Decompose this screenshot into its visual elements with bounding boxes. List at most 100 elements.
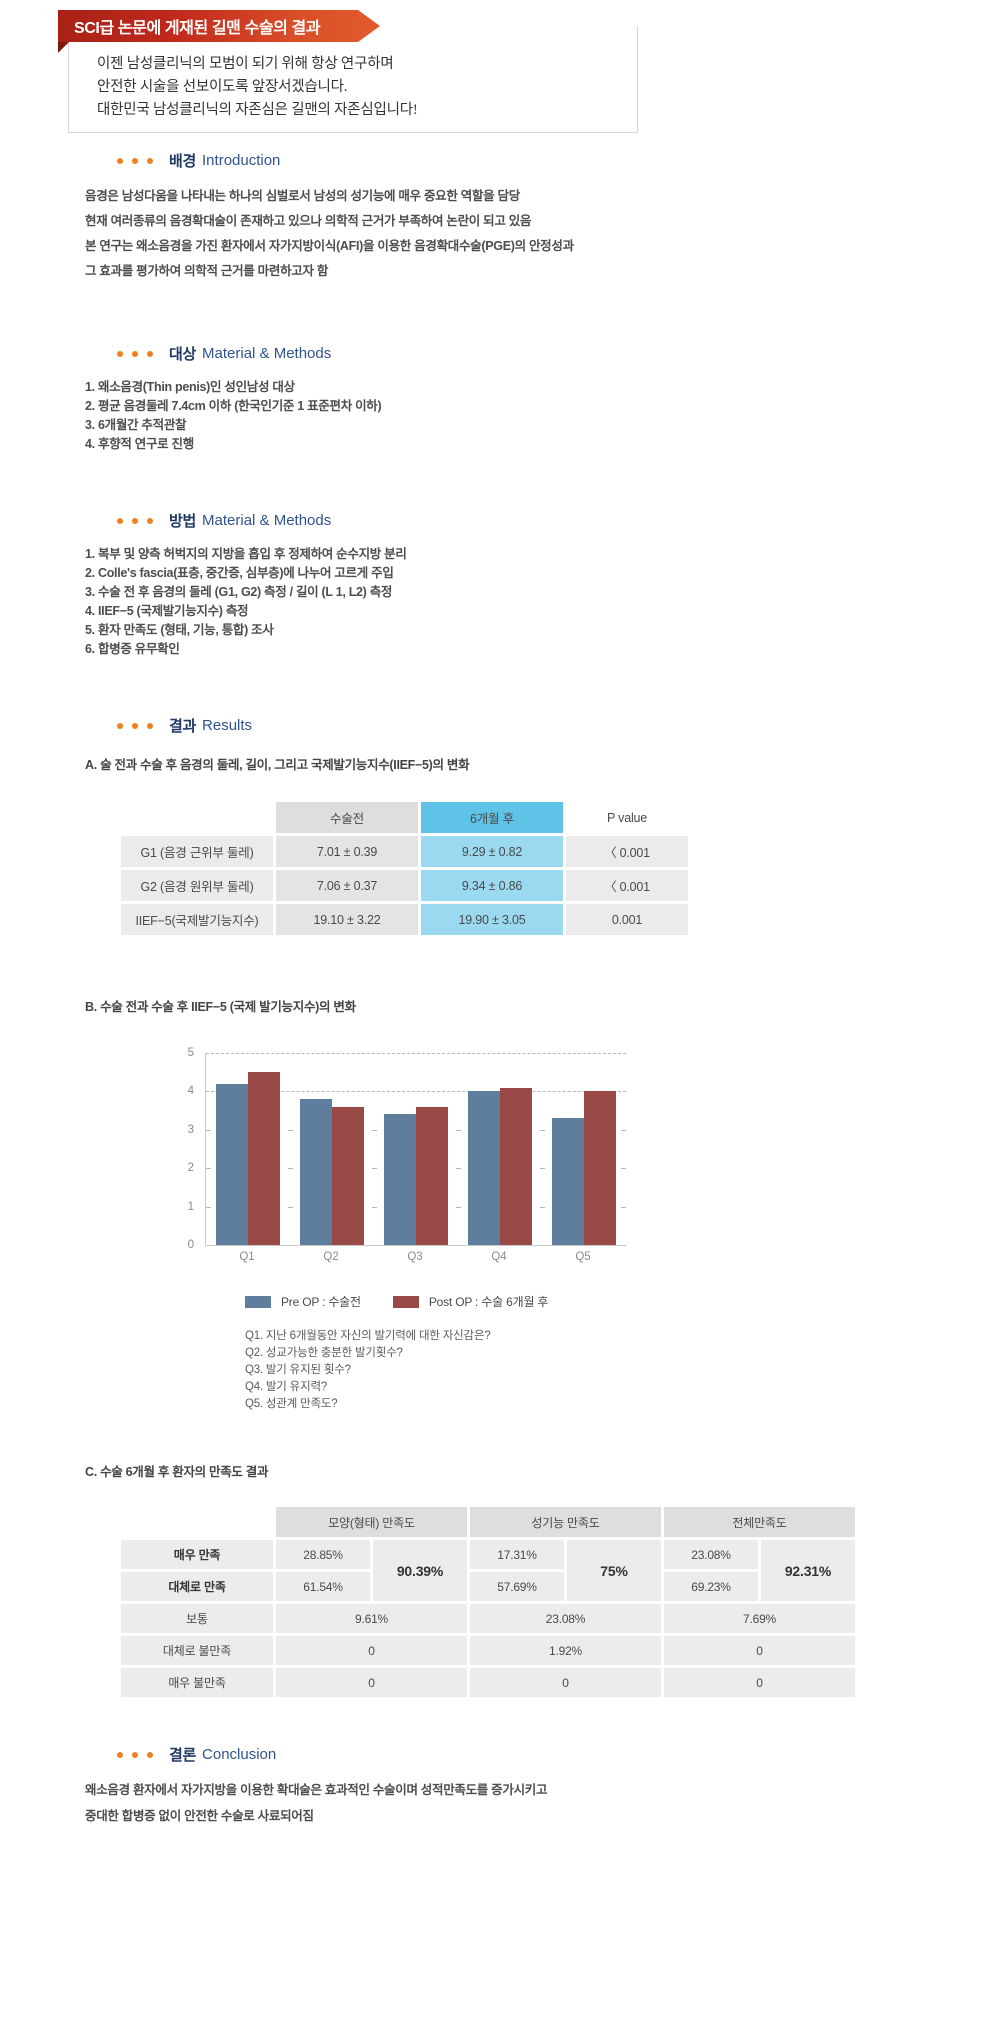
bar-group-q5 — [552, 1091, 616, 1245]
table-cell-function-total: 75% — [567, 1540, 661, 1601]
list-item: 2. Colle's fascia(표층, 중간증, 심부층)에 나누어 고르게… — [85, 566, 394, 580]
banner-title-ribbon: SCI급 논문에 게재된 길맨 수술의 결과 — [58, 10, 381, 42]
introduction-body: 음경은 남성다움을 나타내는 하나의 심벌로서 남성의 성기능에 매우 중요한 … — [85, 187, 990, 280]
quote-line-2: 안전한 시술을 선보이도록 앞장서겠습니다. — [97, 79, 348, 95]
section-spacer — [0, 287, 990, 343]
table-cell-label: 대체로 불만족 — [121, 1636, 273, 1665]
results-caption-b: B. 수술 전과 수술 후 IIEF−5 (국제 발기능지수)의 변화 — [85, 1000, 356, 1014]
section-title-ko: 결과 — [169, 718, 197, 735]
section-title-en: Results — [202, 717, 253, 734]
table-row: 대체로 불만족 0 1.92% 0 — [121, 1636, 855, 1665]
three-dots-icon — [117, 517, 153, 524]
table-cell-post: 9.34 ± 0.86 — [421, 870, 563, 901]
page-content: 배경 Introduction 음경은 남성다움을 나타내는 하나의 심벌로서 … — [0, 150, 990, 1833]
question-note: Q4. 발기 유지력? — [245, 1381, 328, 1393]
bar-post-q4 — [500, 1087, 532, 1245]
question-note: Q2. 성교가능한 충분한 발기횟수? — [245, 1347, 403, 1359]
table-cell-pre: 19.10 ± 3.22 — [276, 904, 418, 935]
table-cell-pre: 7.01 ± 0.39 — [276, 836, 418, 867]
x-tick-label: Q3 — [407, 1251, 423, 1263]
spacer — [0, 938, 990, 978]
banner-title-text: SCI급 논문에 게재된 길맨 수술의 결과 — [74, 20, 321, 37]
table-header-pvalue: P value — [606, 810, 648, 825]
results-caption-c: C. 수술 6개월 후 환자의 만족도 결과 — [85, 1465, 269, 1479]
quote-box — [68, 26, 638, 133]
bar-pre-q1 — [216, 1083, 248, 1245]
y-tick-label: 0 — [187, 1239, 194, 1251]
bar-post-q3 — [416, 1106, 448, 1245]
table-cell-shape: 0 — [276, 1668, 467, 1697]
section-title-en: Conclusion — [202, 1746, 277, 1763]
section-title-ko: 배경 — [169, 153, 197, 170]
bar-group-q4 — [468, 1087, 532, 1245]
table-cell-overall-total: 92.31% — [761, 1540, 855, 1601]
table-cell-shape-total: 90.39% — [373, 1540, 467, 1601]
table-cell-label: G2 (음경 원위부 둘레) — [121, 870, 273, 901]
x-tick-label: Q1 — [239, 1251, 255, 1263]
bar-group-q2 — [300, 1099, 364, 1245]
list-item: 3. 수술 전 후 음경의 둘레 (G1, G2) 측정 / 길이 (L 1, … — [85, 585, 393, 599]
three-dots-icon — [117, 1751, 153, 1758]
bar-pre-q5 — [552, 1118, 584, 1245]
table-row: G2 (음경 원위부 둘레) 7.06 ± 0.37 9.34 ± 0.86 〈… — [121, 870, 688, 901]
iief5-bar-chart: 5 4 3 2 1 0 — [85, 1045, 645, 1277]
quote-line-3: 대한민국 남성클리닉의 자존심은 길맨의 자존심입니다! — [97, 102, 418, 118]
table-header-blank — [121, 802, 273, 833]
intro-paragraph: 본 연구는 왜소음경을 가진 환자에서 자가지방이식(AFI)을 이용한 음경확… — [85, 239, 574, 253]
x-tick-label: Q2 — [323, 1251, 339, 1263]
section-heading-introduction: 배경 Introduction — [117, 150, 990, 171]
section-heading-results: 결과 Results — [117, 715, 990, 736]
question-note: Q3. 발기 유지된 횟수? — [245, 1364, 351, 1376]
section-method: 방법 Material & Methods 1. 복부 및 양측 허벅지의 지방… — [0, 510, 990, 659]
section-heading-material: 대상 Material & Methods — [117, 343, 990, 364]
bar-pre-q3 — [384, 1114, 416, 1245]
satisfaction-table-c: 모양(형태) 만족도 성기능 만족도 전체만족도 매우 만족 28.85% 90… — [118, 1504, 858, 1700]
table-cell-overall: 7.69% — [664, 1604, 855, 1633]
section-spacer — [0, 659, 990, 715]
table-cell-overall: 0 — [664, 1636, 855, 1665]
section-title-ko: 대상 — [169, 346, 197, 363]
section-heading-conclusion: 결론 Conclusion — [117, 1744, 990, 1765]
table-header-pre: 수술전 — [276, 802, 418, 833]
table-cell-function: 57.69% — [470, 1572, 564, 1601]
bar-group-q1 — [216, 1072, 280, 1245]
y-tick-label: 2 — [187, 1162, 194, 1175]
conclusion-paragraph: 중대한 합병증 없이 안전한 수술로 사료되어짐 — [85, 1809, 314, 1823]
chart-legend: Pre OP : 수술전 Post OP : 수술 6개월 후 — [245, 1293, 990, 1310]
table-row: 대체로 만족 61.54% 57.69% 69.23% — [121, 1572, 855, 1601]
chart-question-notes: Q1. 지난 6개월동안 자신의 발기력에 대한 자신감은? Q2. 성교가능한… — [245, 1328, 990, 1413]
bar-post-q1 — [248, 1072, 280, 1245]
conclusion-body: 왜소음경 환자에서 자가지방을 이용한 확대술은 효과적인 수술이며 성적만족도… — [85, 1781, 990, 1826]
table-cell-post: 19.90 ± 3.05 — [421, 904, 563, 935]
table-cell-label: 매우 만족 — [121, 1540, 273, 1569]
table-cell-shape: 9.61% — [276, 1604, 467, 1633]
table-cell-function: 1.92% — [470, 1636, 661, 1665]
chart-plot-area: 5 4 3 2 1 0 — [188, 1047, 626, 1251]
legend-swatch-post — [392, 1295, 419, 1308]
table-row: 매우 만족 28.85% 90.39% 17.31% 75% 23.08% 92… — [121, 1540, 855, 1601]
bar-group-q3 — [384, 1106, 448, 1245]
table-header-blank — [121, 1507, 273, 1537]
table-cell-label: 대체로 만족 — [121, 1572, 273, 1601]
gridline-5 — [206, 1053, 626, 1054]
page-header: SCI급 논문에 게재된 길맨 수술의 결과 이젠 남성클리닉의 모범이 되기 … — [0, 0, 990, 150]
table-cell-label: 보통 — [121, 1604, 273, 1633]
spacer — [0, 1413, 990, 1443]
material-list: 1. 왜소음경(Thin penis)인 성인남성 대상 2. 평균 음경둘레 … — [85, 378, 990, 454]
ribbon-arrow-icon — [358, 10, 381, 42]
table-cell-pvalue: 〈 0.001 — [566, 870, 688, 901]
table-cell-shape: 28.85% — [276, 1540, 370, 1569]
table-cell-label: G1 (음경 근위부 둘레) — [121, 836, 273, 867]
table-cell-shape: 0 — [276, 1636, 467, 1665]
table-cell-function: 0 — [470, 1668, 661, 1697]
table-header-row: 모양(형태) 만족도 성기능 만족도 전체만족도 — [121, 1507, 855, 1537]
list-item: 3. 6개월간 추적관찰 — [85, 418, 187, 432]
table-row: G1 (음경 근위부 둘레) 7.01 ± 0.39 9.29 ± 0.82 〈… — [121, 836, 688, 867]
table-cell-overall: 69.23% — [664, 1572, 758, 1601]
table-row: 매우 불만족 0 0 0 — [121, 1668, 855, 1697]
table-cell-overall: 0 — [664, 1668, 855, 1697]
table-cell-post: 9.29 ± 0.82 — [421, 836, 563, 867]
section-introduction: 배경 Introduction 음경은 남성다움을 나타내는 하나의 심벌로서 … — [0, 150, 990, 280]
table-cell-pvalue: 0.001 — [566, 904, 688, 935]
section-title-en: Introduction — [202, 152, 281, 169]
